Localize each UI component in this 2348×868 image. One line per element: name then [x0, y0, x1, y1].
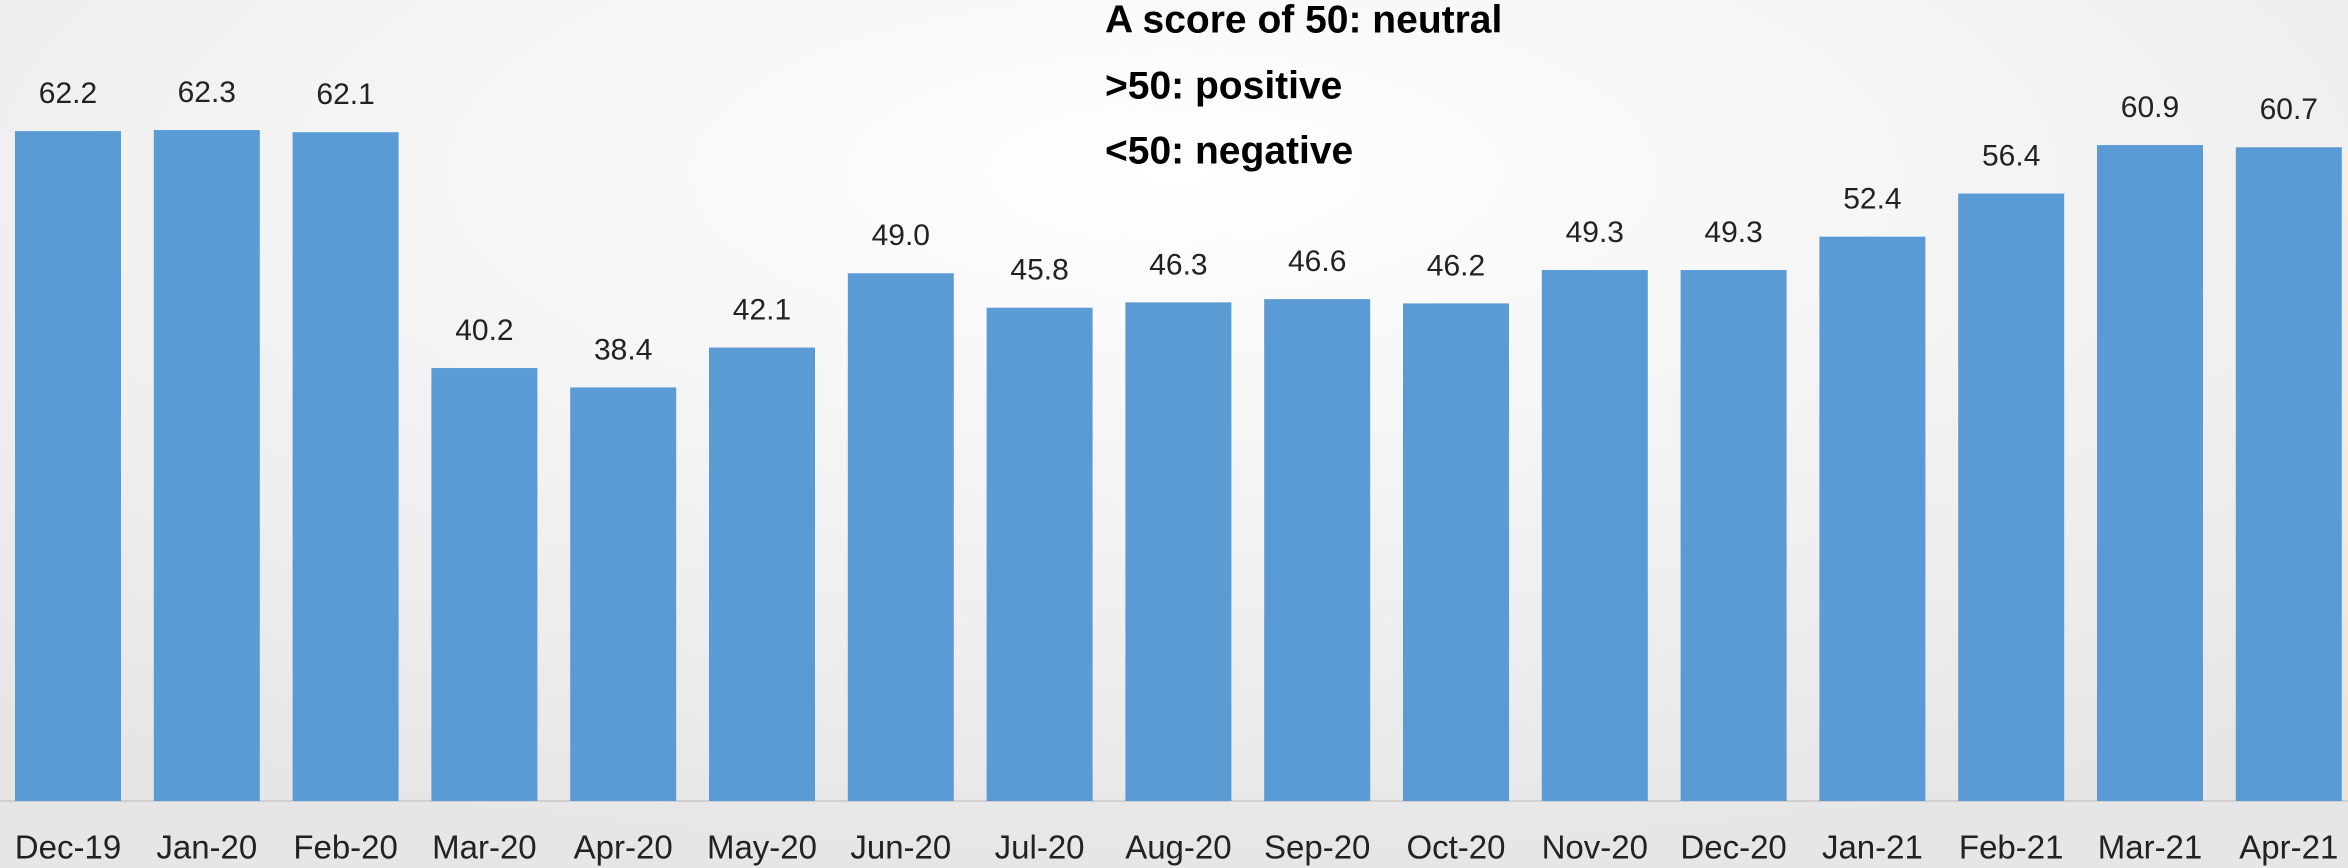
value-label: 60.9 — [2121, 91, 2179, 124]
x-tick-label: May-20 — [707, 829, 817, 866]
annotation: >50: positive — [1105, 64, 1342, 107]
bar — [986, 307, 1093, 801]
value-label: 40.2 — [455, 314, 513, 347]
x-tick-label: Feb-20 — [293, 829, 398, 866]
value-label: 49.3 — [1566, 216, 1624, 249]
x-tick-label: Mar-20 — [432, 829, 537, 866]
x-tick-label: Feb-21 — [1959, 829, 2064, 866]
x-tick-label: Sep-20 — [1264, 829, 1370, 866]
bar — [570, 387, 677, 801]
value-label: 46.6 — [1288, 245, 1346, 278]
bar — [1541, 270, 1648, 801]
bar — [1819, 236, 1926, 802]
bar — [847, 273, 954, 801]
x-tick-label: Jun-20 — [850, 829, 951, 866]
value-label: 38.4 — [594, 333, 652, 366]
value-label: 42.1 — [733, 294, 791, 327]
bar — [292, 132, 399, 802]
bar — [1264, 299, 1371, 801]
bar — [15, 131, 121, 801]
bar — [431, 368, 538, 801]
bar — [2097, 145, 2203, 801]
x-tick-label: Dec-20 — [1680, 829, 1786, 866]
x-tick-label: Nov-20 — [1542, 829, 1648, 866]
x-tick-label: Jan-21 — [1822, 829, 1923, 866]
value-label: 49.3 — [1704, 216, 1762, 249]
bar — [153, 130, 260, 802]
bar — [2235, 147, 2342, 802]
bar — [709, 347, 815, 801]
value-label: 46.2 — [1427, 249, 1485, 282]
bar — [1403, 303, 1509, 801]
bar — [1958, 193, 2065, 801]
value-label: 60.7 — [2260, 93, 2318, 126]
value-label: 62.1 — [316, 78, 374, 111]
annotation: <50: negative — [1105, 129, 1353, 172]
x-tick-label: Oct-20 — [1406, 829, 1505, 866]
x-tick-label: Dec-19 — [15, 829, 121, 866]
x-tick-label: Apr-21 — [2239, 829, 2338, 866]
x-tick-label: Mar-21 — [2098, 829, 2203, 866]
x-tick-label: Jan-20 — [156, 829, 257, 866]
value-label: 49.0 — [872, 219, 930, 252]
bar — [1680, 270, 1787, 801]
value-label: 52.4 — [1843, 183, 1901, 216]
value-label: 45.8 — [1010, 254, 1068, 287]
value-label: 62.2 — [39, 77, 97, 110]
value-label: 56.4 — [1982, 139, 2040, 172]
x-tick-label: Apr-20 — [574, 829, 673, 866]
value-label: 46.3 — [1149, 248, 1207, 281]
x-tick-label: Jul-20 — [995, 829, 1085, 866]
annotation: A score of 50: neutral — [1105, 0, 1502, 41]
x-tick-label: Aug-20 — [1125, 829, 1231, 866]
bar — [1125, 302, 1232, 801]
value-label: 62.3 — [178, 76, 236, 109]
